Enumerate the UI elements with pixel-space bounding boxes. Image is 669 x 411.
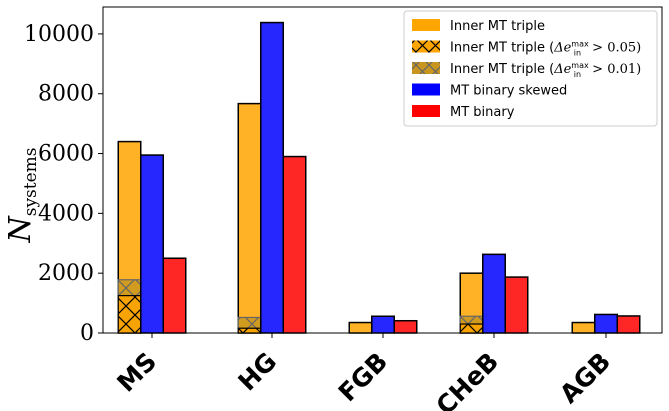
legend-label-2: Inner MT triple (Δemax in > 0.05) bbox=[450, 40, 641, 58]
legend-swatch-hatch-3 bbox=[412, 62, 440, 74]
bars-layer bbox=[117, 21, 641, 334]
y-tick-label: 8000 bbox=[38, 82, 94, 107]
legend-label-4: MT binary skewed bbox=[450, 84, 567, 99]
bar-mt-binary-skewed-hg bbox=[260, 21, 284, 334]
x-tick-label-fgb: FGB bbox=[333, 347, 394, 408]
legend-swatch-1 bbox=[412, 19, 440, 31]
y-axis-label-subscript: systems bbox=[21, 147, 41, 216]
x-tick-label-hg: HG bbox=[232, 347, 282, 397]
bar-inner-mt-triple-hg bbox=[237, 102, 262, 334]
bar-hatch-de-005-cheb bbox=[460, 324, 483, 333]
bar-mt-binary-skewed-fgb bbox=[371, 315, 395, 334]
x-axis: MS HG FGB CHeB AGB bbox=[111, 333, 616, 411]
y-tick-label: 6000 bbox=[38, 142, 94, 167]
x-tick-label-cheb: CHeB bbox=[431, 347, 505, 411]
legend: Inner MT triple Inner MT triple (Δemax in … bbox=[403, 10, 658, 127]
legend-label-3: Inner MT triple (Δemax in > 0.01) bbox=[450, 61, 641, 79]
y-axis-label-main: N bbox=[3, 215, 38, 244]
y-tick-label: 4000 bbox=[38, 201, 94, 226]
legend-swatch-5 bbox=[412, 105, 440, 117]
y-tick-label: 10000 bbox=[24, 22, 94, 47]
bar-mt-binary-cheb bbox=[504, 276, 529, 334]
bar-mt-binary-agb bbox=[616, 315, 641, 334]
bar-mt-binary-skewed-ms bbox=[140, 154, 164, 334]
bar-mt-binary-ms bbox=[162, 257, 187, 334]
y-tick-label: 0 bbox=[80, 321, 94, 346]
bar-mt-binary-skewed-agb bbox=[594, 313, 618, 334]
y-axis: 0 2000 4000 6000 8000 10000 bbox=[24, 22, 103, 346]
x-tick-label-agb: AGB bbox=[554, 347, 616, 409]
bar-inner-mt-triple-fgb bbox=[348, 321, 373, 334]
legend-swatch-hatch-2 bbox=[412, 40, 440, 53]
y-axis-label: Nsystems bbox=[3, 147, 41, 243]
bar-hatch-de-005-ms bbox=[118, 295, 141, 333]
x-tick-label-ms: MS bbox=[111, 347, 162, 398]
legend-label-5: MT binary bbox=[450, 105, 515, 120]
bar-mt-binary-skewed-cheb bbox=[482, 253, 506, 334]
legend-swatch-4 bbox=[412, 83, 440, 96]
legend-frame bbox=[403, 10, 658, 127]
y-tick-label: 2000 bbox=[38, 261, 94, 286]
bar-hatch-de-005-hg bbox=[238, 328, 261, 333]
bar-mt-binary-hg bbox=[282, 155, 307, 334]
legend-label-1: Inner MT triple bbox=[450, 19, 545, 34]
bar-mt-binary-fgb bbox=[393, 319, 418, 334]
bar-inner-mt-triple-agb bbox=[571, 321, 596, 334]
